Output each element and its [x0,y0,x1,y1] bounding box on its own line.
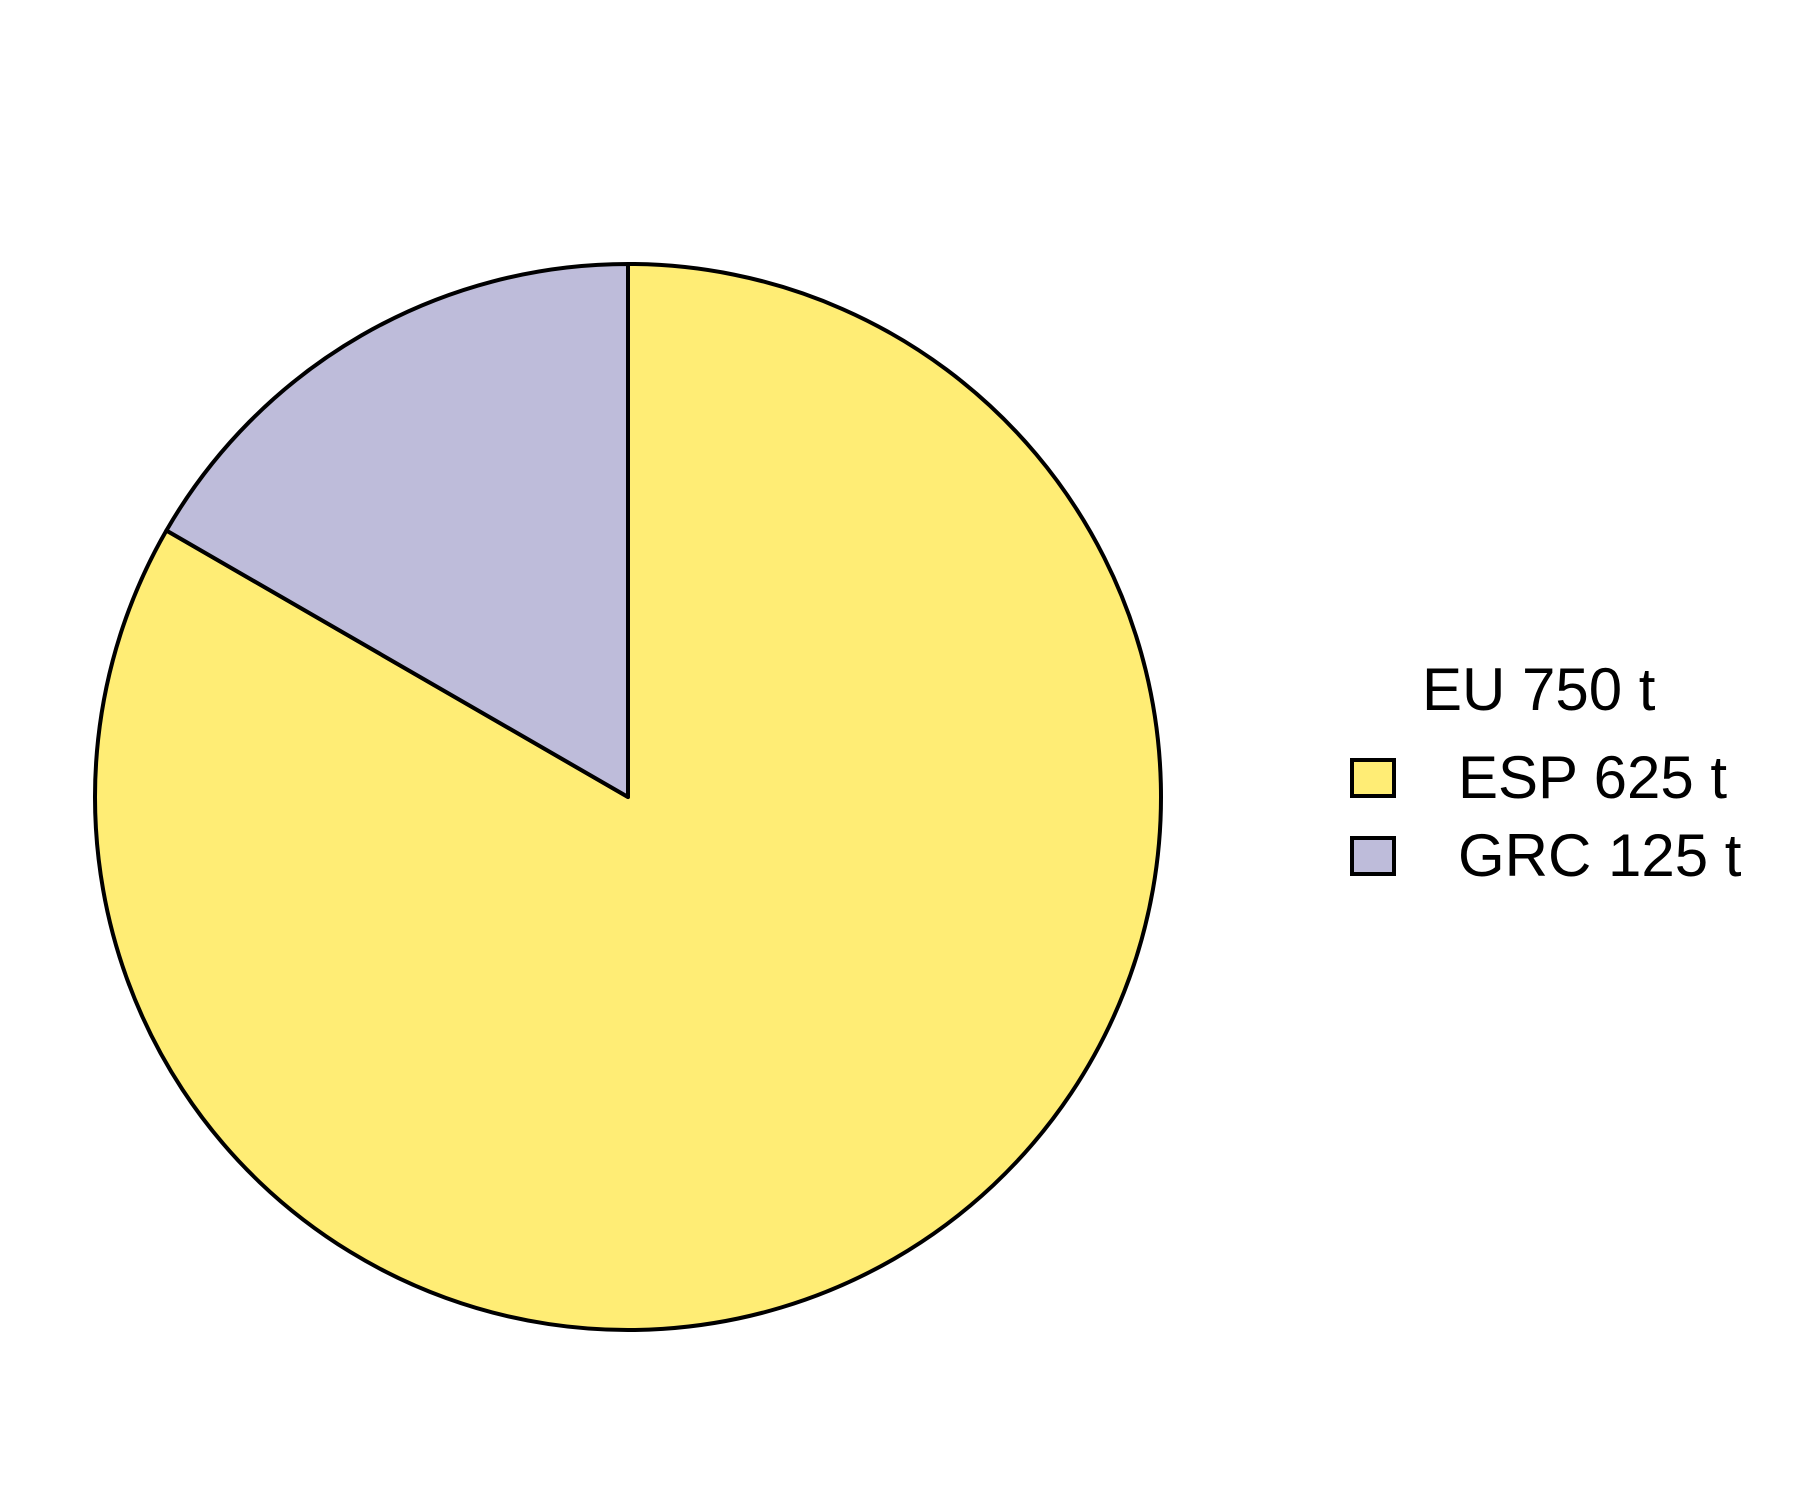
pie-slice-grc [164,262,630,799]
legend-swatch-esp [1350,758,1396,798]
legend-item-esp: ESP 625 t [1350,739,1741,817]
legend-label-esp: ESP 625 t [1458,744,1728,811]
legend-title: EU 750 t [1422,656,1656,723]
legend: EU 750 t ESP 625 t GRC 125 t [1350,655,1741,895]
legend-item-grc: GRC 125 t [1350,817,1741,895]
legend-label-grc: GRC 125 t [1458,822,1742,889]
legend-swatch-grc [1350,836,1396,876]
